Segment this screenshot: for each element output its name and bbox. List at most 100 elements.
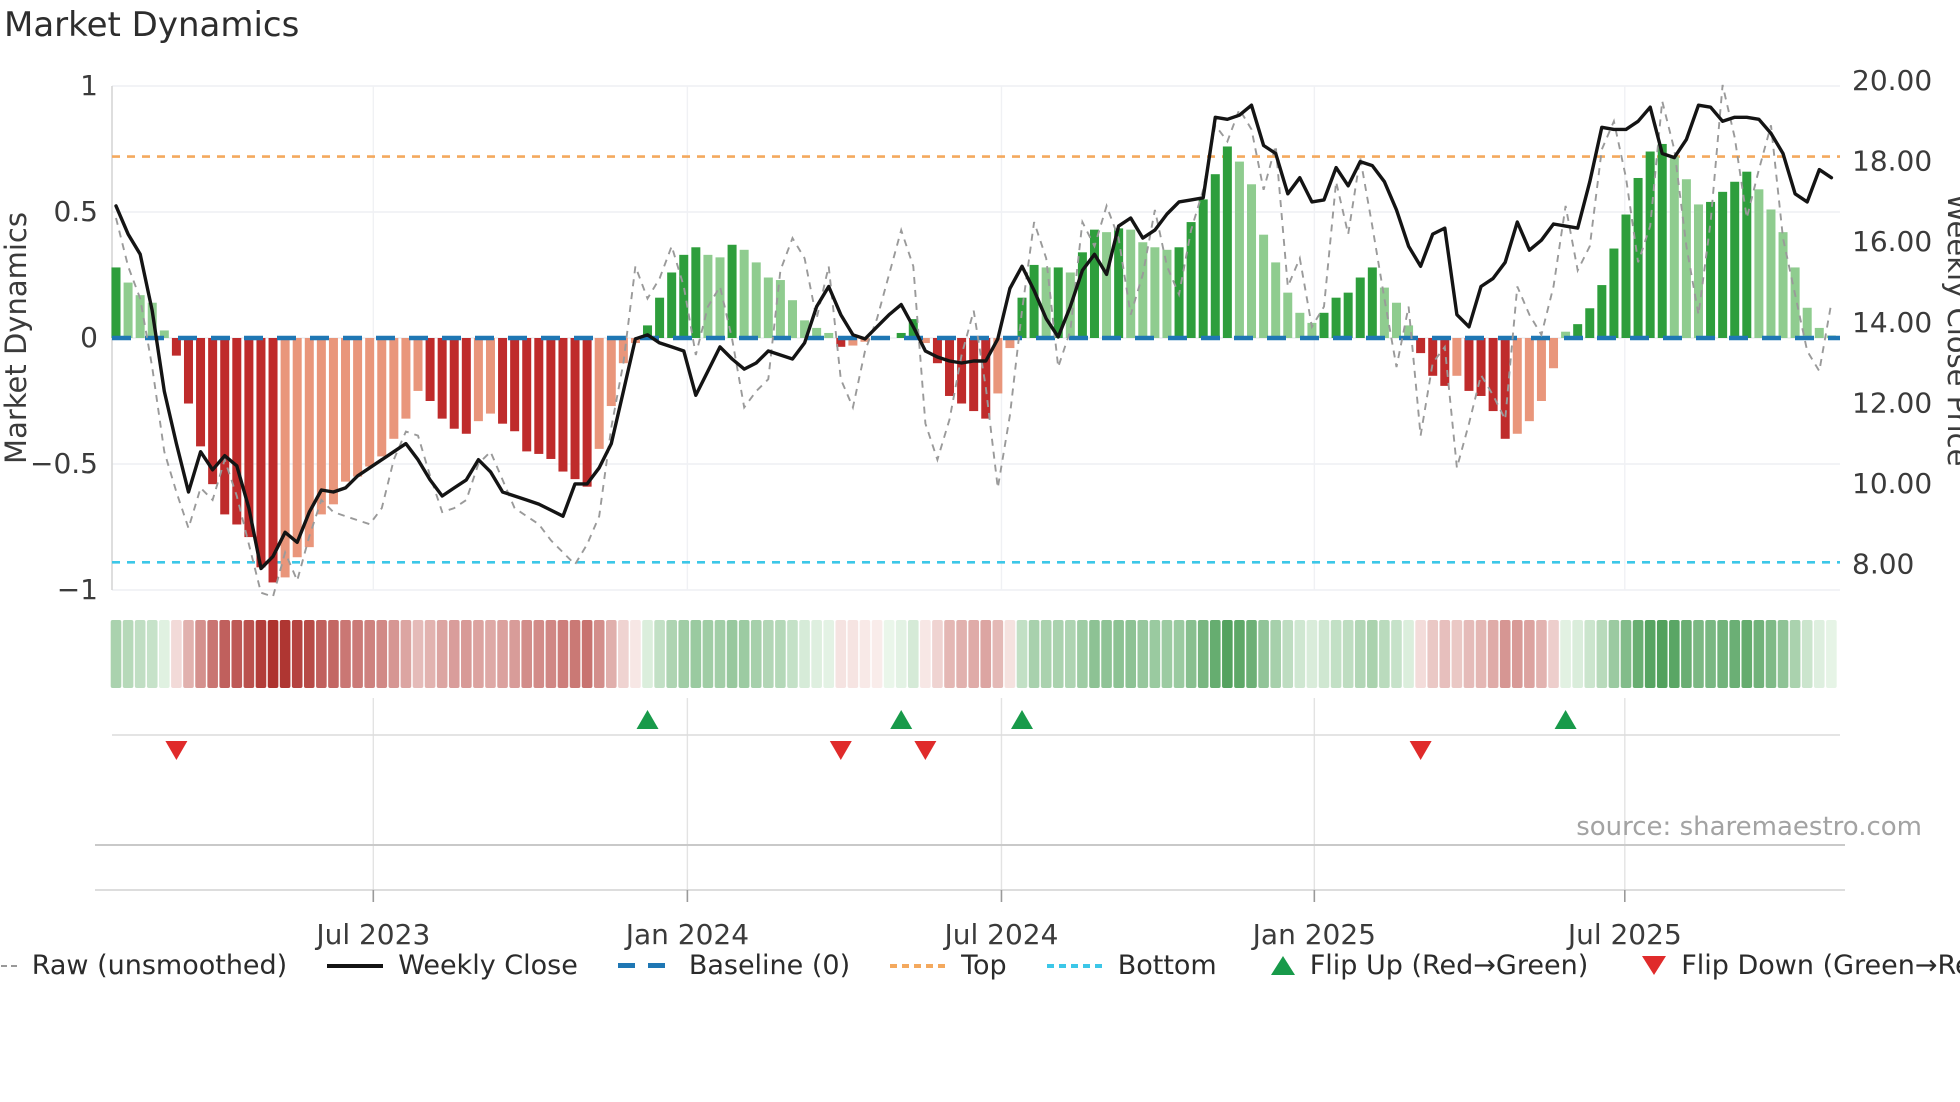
legend-item-weekly-close: Weekly Close <box>327 950 578 981</box>
oscillator-bar <box>425 338 435 401</box>
y-left-tick-label: −1 <box>57 573 98 606</box>
oscillator-bar <box>727 244 737 338</box>
oscillator-bar <box>787 300 797 338</box>
oscillator-bar <box>1428 338 1438 376</box>
legend-label: Baseline (0) <box>688 950 851 981</box>
y-left-tick-label: 0 <box>80 321 98 354</box>
heatmap-cell <box>714 620 726 688</box>
heatmap-cell <box>364 620 375 688</box>
heatmap-cell <box>1379 620 1390 688</box>
oscillator-bar <box>1621 214 1631 338</box>
oscillator-bar <box>969 338 979 412</box>
heatmap-cell <box>678 620 690 688</box>
heatmap-cell <box>907 620 919 688</box>
heatmap-cell <box>666 620 677 688</box>
heatmap-cell <box>1354 620 1366 688</box>
heatmap-cell <box>1536 620 1547 688</box>
oscillator-bar <box>1114 228 1124 338</box>
heatmap-cell <box>1487 620 1499 688</box>
oscillator-bar <box>1512 338 1522 434</box>
heatmap-cell <box>593 620 605 688</box>
oscillator-bar <box>1089 229 1099 338</box>
heatmap-cell <box>146 620 158 688</box>
oscillator-bar <box>1561 331 1571 338</box>
heatmap-cell <box>303 620 315 688</box>
oscillator-bar <box>715 257 725 338</box>
heatmap-cell <box>461 620 472 688</box>
heatmap-cell <box>509 620 520 688</box>
heatmap-cell <box>1258 620 1269 688</box>
legend-item-raw: Raw (unsmoothed) <box>0 950 287 981</box>
oscillator-bar <box>377 338 387 457</box>
heatmap-cell <box>750 620 762 688</box>
heatmap-cell <box>279 620 291 688</box>
heatmap-cell <box>497 620 508 688</box>
heatmap-cell <box>545 620 557 688</box>
heatmap-cell <box>1101 620 1112 688</box>
heatmap-cell <box>1185 620 1197 688</box>
legend-item-baseline: Baseline (0) <box>617 950 851 981</box>
oscillator-bar <box>836 338 846 347</box>
heatmap-cell <box>1065 620 1076 688</box>
heatmap-cell <box>932 620 943 688</box>
oscillator-bar <box>582 338 592 487</box>
flip-up-marker <box>890 710 913 729</box>
oscillator-bar <box>1609 248 1619 338</box>
legend-label: Flip Up (Red→Green) <box>1309 950 1589 981</box>
oscillator-bar <box>1742 171 1752 338</box>
heatmap-cell <box>702 620 714 688</box>
oscillator-bar <box>1259 234 1269 338</box>
oscillator-bar <box>1573 324 1583 338</box>
oscillator-bar <box>1283 292 1293 338</box>
heatmap-cell <box>605 620 617 688</box>
heatmap-cell <box>195 620 206 688</box>
heatmap-cell <box>1197 620 1209 688</box>
oscillator-bar <box>1718 191 1728 338</box>
weekly-close-line <box>114 103 1834 571</box>
oscillator-bar <box>1077 252 1087 338</box>
oscillator-bar <box>292 338 302 558</box>
heatmap-cell <box>533 620 545 688</box>
flip-up-triangle-icon <box>1270 956 1295 975</box>
heatmap-cell <box>630 620 641 688</box>
oscillator-bar <box>316 338 326 515</box>
oscillator-bar <box>268 338 278 583</box>
oscillator-bar <box>848 338 858 346</box>
oscillator-bar <box>1150 247 1160 338</box>
oscillator-bar <box>1681 179 1691 338</box>
heatmap-cell <box>340 620 351 688</box>
heatmap-cell <box>1330 620 1342 688</box>
heatmap-cell <box>775 620 786 688</box>
heatmap-cell <box>1282 620 1294 688</box>
oscillator-bar <box>1186 222 1196 338</box>
heatmap-cell <box>412 620 424 688</box>
oscillator-bar <box>1271 262 1281 338</box>
chart-legend: Raw (unsmoothed) Weekly Close Baseline (… <box>0 950 1960 981</box>
heatmap-cell <box>895 620 907 688</box>
heatmap-cell <box>726 620 738 688</box>
heatmap-cell <box>291 620 303 688</box>
heatmap-cell <box>968 620 979 688</box>
heatmap-cell <box>654 620 665 688</box>
heatmap-cell <box>110 620 122 688</box>
legend-item-flip-up: Flip Up (Red→Green) <box>1257 950 1589 981</box>
heatmap-cell <box>134 620 146 688</box>
oscillator-bar <box>328 338 338 505</box>
heatmap-cell <box>1584 620 1596 688</box>
oscillator-bar <box>1706 201 1716 338</box>
oscillator-bar <box>159 330 169 338</box>
oscillator-bar <box>135 295 145 338</box>
flip-up-marker <box>636 710 659 729</box>
heatmap-cell <box>1705 620 1716 688</box>
heatmap-cell <box>1403 620 1414 688</box>
y-right-tick-label: 12.00 <box>1852 386 1932 419</box>
heatmap-cell <box>847 620 859 688</box>
heatmap-cell <box>1789 620 1801 688</box>
heatmap-cell <box>690 620 702 688</box>
oscillator-bar <box>751 262 761 338</box>
heatmap-cell <box>1077 620 1088 688</box>
y-right-tick-label: 10.00 <box>1852 467 1932 500</box>
legend-label: Raw (unsmoothed) <box>31 950 288 981</box>
heatmap-cell <box>1765 620 1777 688</box>
oscillator-bar <box>1536 338 1546 401</box>
